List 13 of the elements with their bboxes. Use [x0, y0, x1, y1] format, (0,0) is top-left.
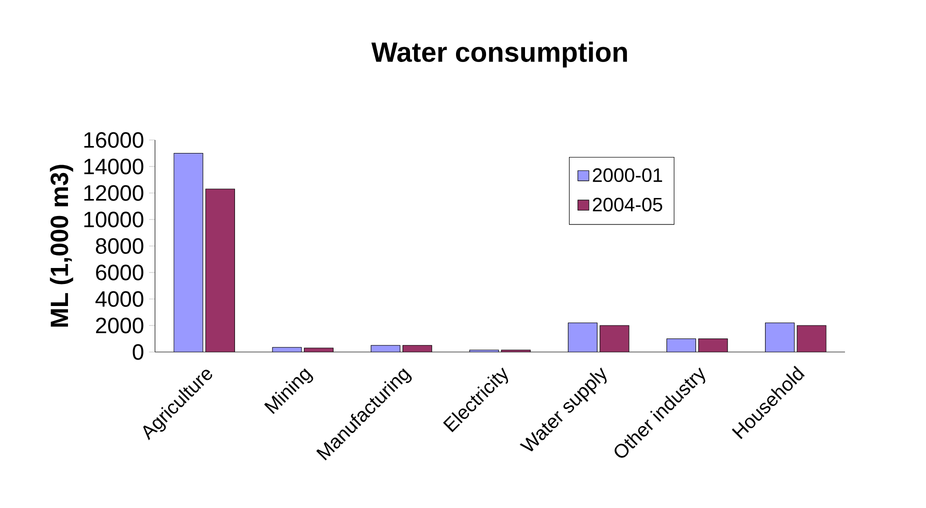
y-tick-label: 8000	[96, 238, 144, 254]
y-tick-label: 6000	[96, 264, 144, 280]
y-axis-title: ML (1,000 m3)	[50, 164, 74, 327]
y-tick-label: 10000	[84, 212, 144, 228]
legend-label: 2000-01	[592, 168, 662, 182]
y-tick-label: 16000	[84, 132, 144, 148]
y-tick-label: 12000	[84, 185, 144, 201]
y-tick-label: 2000	[96, 318, 144, 334]
chart-title: Water consumption	[371, 42, 627, 68]
y-tick-label: 0	[132, 344, 144, 360]
legend-label: 2004-05	[592, 198, 662, 212]
y-tick-label: 14000	[84, 158, 144, 174]
y-tick-label: 4000	[95, 291, 144, 307]
